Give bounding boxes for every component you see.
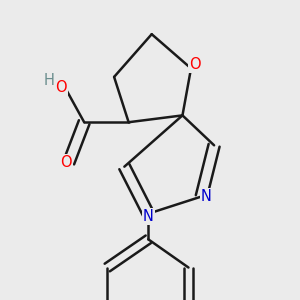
Text: H: H [44,73,55,88]
Text: O: O [55,80,67,95]
Text: O: O [189,57,201,72]
Text: O: O [60,155,72,170]
Text: N: N [201,189,212,204]
Text: N: N [143,209,154,224]
